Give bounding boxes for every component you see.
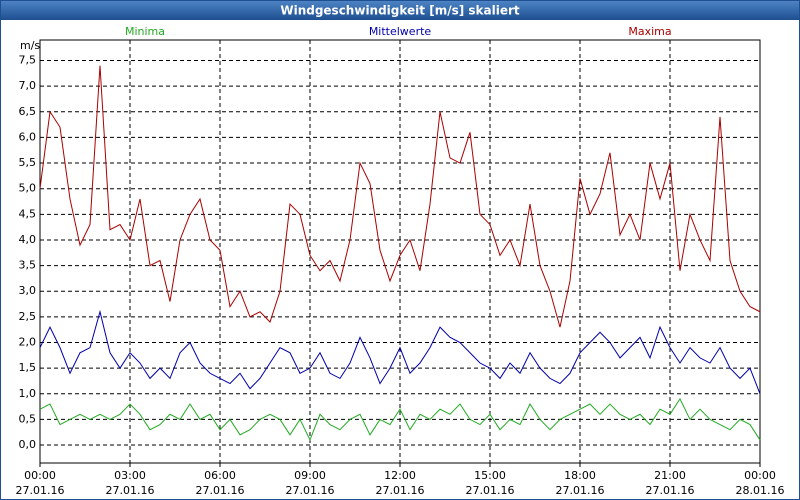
y-tick-label: 1,5 xyxy=(19,361,37,374)
legend-entry: Minima xyxy=(125,25,165,38)
plot-frame xyxy=(39,39,761,464)
y-tick-label: 0,5 xyxy=(19,412,37,425)
y-tick-label: 5,5 xyxy=(19,156,37,169)
y-tick-label: 2,0 xyxy=(19,336,37,349)
legend-entry: Mittelwerte xyxy=(369,25,432,38)
x-tick-label: 03:00 xyxy=(114,469,146,482)
y-tick-label: 6,0 xyxy=(19,130,37,143)
y-tick-label: 6,5 xyxy=(19,105,37,118)
y-tick-label: 5,0 xyxy=(19,182,37,195)
x-tick-label: 15:00 xyxy=(474,469,506,482)
x-tick-label: 00:00 xyxy=(744,469,776,482)
x-tick-label: 18:00 xyxy=(564,469,596,482)
series-line xyxy=(39,397,761,442)
x-tick-label: 09:00 xyxy=(294,469,326,482)
y-tick-label: 4,5 xyxy=(19,207,37,220)
x-tick-date: 27.01.16 xyxy=(646,484,695,497)
y-tick-label: 2,5 xyxy=(19,310,37,323)
series-line xyxy=(39,65,761,328)
y-tick-label: 7,0 xyxy=(19,79,37,92)
x-tick-date: 27.01.16 xyxy=(286,484,335,497)
x-tick-date: 27.01.16 xyxy=(556,484,605,497)
y-tick-label: 1,0 xyxy=(19,387,37,400)
x-tick-label: 06:00 xyxy=(204,469,236,482)
title-bar xyxy=(0,0,800,20)
x-tick-date: 27.01.16 xyxy=(466,484,515,497)
x-tick-date: 28.01.16 xyxy=(736,484,785,497)
y-tick-label: 3,0 xyxy=(19,284,37,297)
y-axis-label: m/s xyxy=(20,39,40,52)
x-tick-date: 27.01.16 xyxy=(106,484,155,497)
y-tick-label: 7,5 xyxy=(19,54,37,67)
chart-title: Windgeschwindigkeit [m/s] skaliert xyxy=(280,4,520,18)
legend-entry: Maxima xyxy=(628,25,671,38)
x-tick-date: 27.01.16 xyxy=(376,484,425,497)
x-tick-label: 21:00 xyxy=(654,469,686,482)
y-tick-label: 0,0 xyxy=(19,438,37,451)
x-tick-label: 12:00 xyxy=(384,469,416,482)
y-tick-label: 4,0 xyxy=(19,233,37,246)
series-line xyxy=(39,309,761,394)
x-tick-date: 27.01.16 xyxy=(196,484,245,497)
x-tick-label: 00:00 xyxy=(24,469,56,482)
x-tick-date: 27.01.16 xyxy=(16,484,65,497)
y-tick-label: 3,5 xyxy=(19,259,37,272)
